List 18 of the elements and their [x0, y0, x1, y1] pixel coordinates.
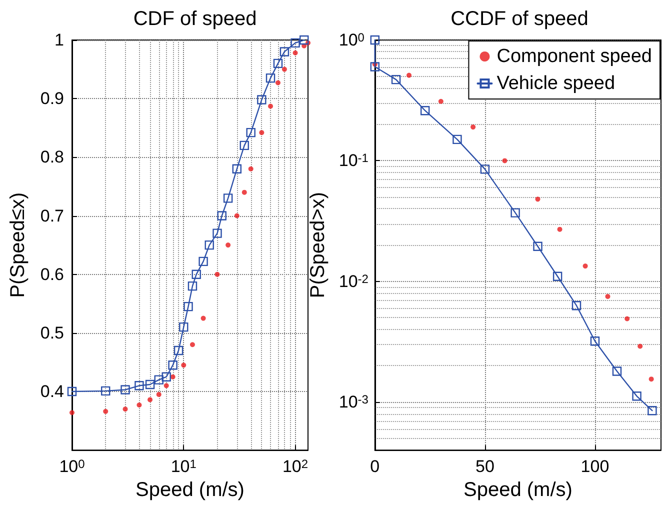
x-tick-label: 0	[370, 457, 380, 476]
y-tick-label: 1	[54, 30, 64, 50]
y-tick-label: 0.6	[40, 264, 64, 284]
x-tick-label: 50	[475, 457, 494, 476]
y-tick-label: 0.9	[40, 89, 64, 108]
y-tick-label: 0.4	[40, 382, 64, 402]
legend-label: Vehicle speed	[496, 73, 616, 94]
y-tick-label: 0.8	[40, 148, 64, 167]
chart-title: CDF of speed	[133, 8, 257, 30]
y-axis-title: P(Speed≤x)	[7, 192, 29, 298]
legend-label: Component speed	[496, 46, 652, 67]
x-axis-title: Speed (m/s)	[136, 479, 244, 501]
y-tick-label: 0.7	[40, 206, 64, 226]
y-tick-label: 0.5	[40, 323, 64, 342]
x-axis-title: Speed (m/s)	[463, 479, 572, 501]
chart-title: CCDF of speed	[450, 8, 588, 30]
x-tick-label: 100	[580, 457, 610, 476]
y-axis-title: P(Speed>x)	[307, 192, 329, 298]
